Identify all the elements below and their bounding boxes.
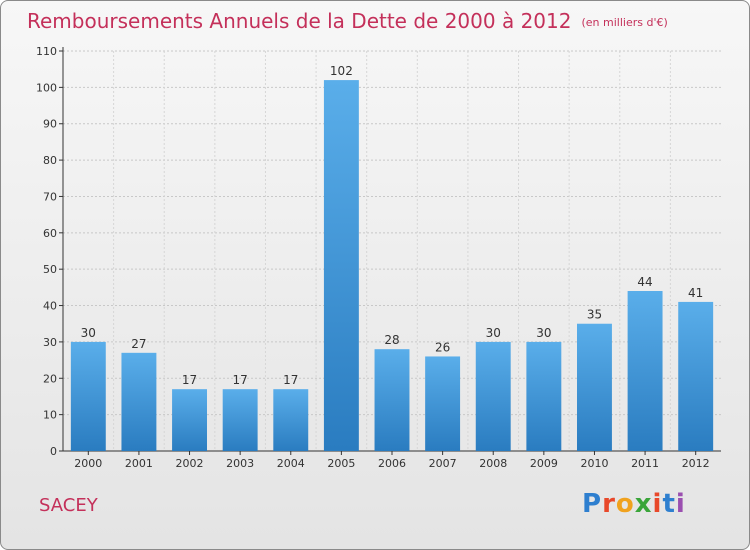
data-label: 17	[182, 373, 197, 387]
bar	[273, 389, 309, 451]
y-tick-label: 20	[43, 372, 57, 385]
data-label: 30	[486, 326, 501, 340]
bar	[323, 80, 359, 451]
data-label: 17	[233, 373, 248, 387]
y-tick-label: 60	[43, 227, 57, 240]
bar	[475, 341, 511, 451]
x-tick-label: 2002	[176, 457, 204, 470]
bar	[374, 349, 410, 451]
chart-title-text: Remboursements Annuels de la Dette de 20…	[27, 9, 572, 33]
logo-letter: t	[662, 489, 676, 519]
data-label: 102	[330, 64, 353, 78]
y-tick-label: 30	[43, 336, 57, 349]
y-tick-label: 110	[36, 45, 57, 58]
bar	[70, 341, 106, 451]
logo-letter: i	[675, 489, 686, 519]
logo-letter: x	[634, 489, 653, 519]
data-label: 28	[384, 333, 399, 347]
x-tick-label: 2001	[125, 457, 153, 470]
data-label: 30	[81, 326, 96, 340]
city-name: SACEY	[39, 495, 98, 516]
data-label: 30	[536, 326, 551, 340]
logo-letter: P	[582, 489, 603, 519]
y-tick-label: 90	[43, 118, 57, 131]
bar	[425, 356, 461, 451]
chart-title: Remboursements Annuels de la Dette de 20…	[27, 9, 668, 33]
x-tick-label: 2012	[682, 457, 710, 470]
y-tick-label: 0	[50, 445, 57, 458]
bar	[678, 301, 714, 451]
bar	[526, 341, 562, 451]
data-label: 17	[283, 373, 298, 387]
bar	[627, 291, 663, 451]
x-tick-label: 2006	[378, 457, 406, 470]
y-tick-label: 10	[43, 409, 57, 422]
x-tick-label: 2000	[74, 457, 102, 470]
chart-subtitle: (en milliers d'€)	[581, 16, 668, 29]
logo-letter: o	[615, 489, 635, 519]
data-label: 26	[435, 340, 450, 354]
y-tick-label: 40	[43, 300, 57, 313]
x-tick-label: 2011	[631, 457, 659, 470]
y-tick-label: 100	[36, 81, 57, 94]
bar	[222, 389, 258, 451]
x-tick-label: 2005	[327, 457, 355, 470]
data-label: 44	[637, 275, 652, 289]
x-tick-label: 2008	[479, 457, 507, 470]
bar	[576, 323, 612, 451]
y-tick-label: 50	[43, 263, 57, 276]
x-tick-label: 2010	[580, 457, 608, 470]
y-tick-label: 70	[43, 190, 57, 203]
proxiti-logo[interactable]: Proxiti	[582, 489, 686, 519]
logo-letter: i	[652, 489, 663, 519]
bars	[70, 80, 714, 451]
data-label: 27	[131, 337, 146, 351]
x-tick-label: 2004	[277, 457, 305, 470]
x-tick-label: 2009	[530, 457, 558, 470]
data-labels: 30 27 17 17 17 102 28 26 30 30 35 44 41	[81, 64, 704, 387]
x-tick-label: 2007	[429, 457, 457, 470]
y-tick-label: 80	[43, 154, 57, 167]
bar	[172, 389, 208, 451]
bar	[121, 352, 157, 451]
x-tick-label: 2003	[226, 457, 254, 470]
data-label: 41	[688, 286, 703, 300]
logo-letter: r	[602, 489, 616, 519]
data-label: 35	[587, 308, 602, 322]
